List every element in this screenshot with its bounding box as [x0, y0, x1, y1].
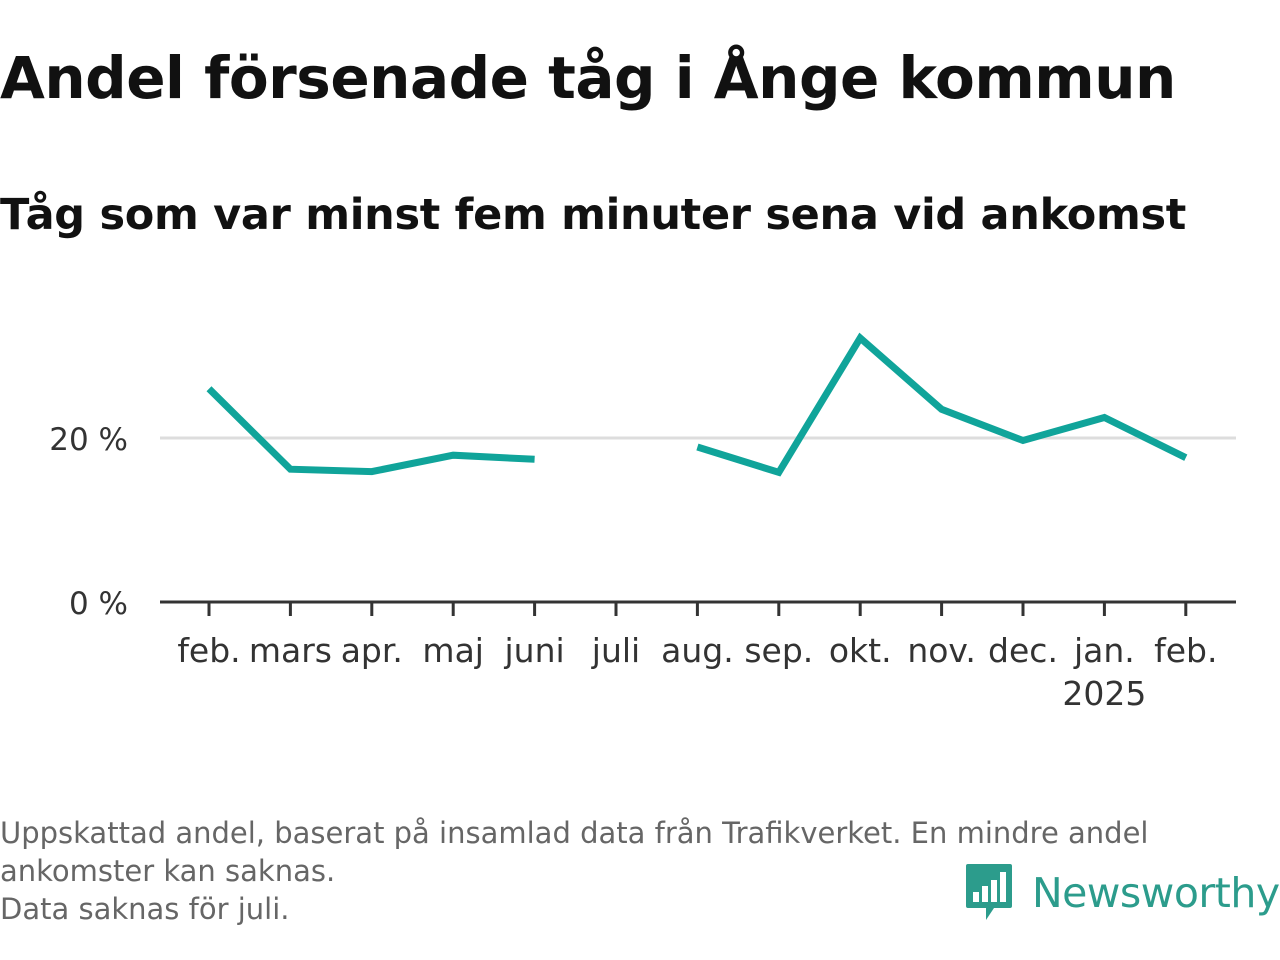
y-tick-label: 20 % — [49, 422, 128, 458]
x-tick-year-label: 2025 — [1062, 674, 1146, 713]
x-axis-tick-labels: feb. mars apr. maj juni juli aug. sep. okt. nov. d… — [177, 631, 1217, 713]
x-tick-label: sep. — [744, 631, 813, 670]
chart-title: Andel försenade tåg i Ånge kommun — [0, 44, 1176, 112]
footnote-line-2: ankomster kan saknas. — [0, 854, 336, 888]
chart-subtitle: Tåg som var minst fem minuter sena vid a… — [0, 190, 1187, 240]
y-axis-tick-labels: 0 % 20 % — [49, 422, 128, 622]
brand-logo: Newsworthy — [964, 862, 1280, 924]
x-tick-label: juni — [504, 631, 565, 670]
x-tick-label: mars — [249, 631, 332, 670]
x-tick-label: feb. — [1154, 631, 1217, 670]
series-line-segment — [206, 386, 535, 476]
newsworthy-chat-bars-icon — [966, 864, 1012, 920]
x-tick-label: okt. — [829, 631, 892, 670]
series-line-segment — [696, 332, 1188, 477]
brand-name: Newsworthy — [1032, 869, 1280, 917]
x-tick-label: juli — [591, 631, 640, 670]
x-tick-label: aug. — [661, 631, 734, 670]
y-tick-label: 0 % — [69, 586, 128, 622]
line-chart: 0 %20 % feb. mars apr. maj juni juli aug. sep. o… — [49, 332, 1236, 713]
x-axis — [160, 600, 1236, 616]
x-tick-label: feb. — [177, 631, 240, 670]
footnote: Uppskattad andel, baserat på insamlad da… — [0, 814, 1270, 928]
x-tick-label: nov. — [907, 631, 976, 670]
x-tick-label: dec. — [988, 631, 1058, 670]
x-tick-label: jan. — [1073, 631, 1135, 670]
x-tick-label: apr. — [341, 631, 403, 670]
footnote-line-3: Data saknas för juli. — [0, 892, 290, 926]
series-lines — [206, 332, 1188, 477]
footnote-line-1: Uppskattad andel, baserat på insamlad da… — [0, 816, 1149, 850]
x-tick-label: maj — [422, 631, 484, 670]
